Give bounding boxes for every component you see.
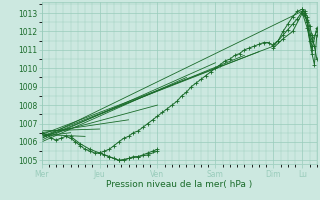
- X-axis label: Pression niveau de la mer( hPa ): Pression niveau de la mer( hPa ): [106, 180, 252, 189]
